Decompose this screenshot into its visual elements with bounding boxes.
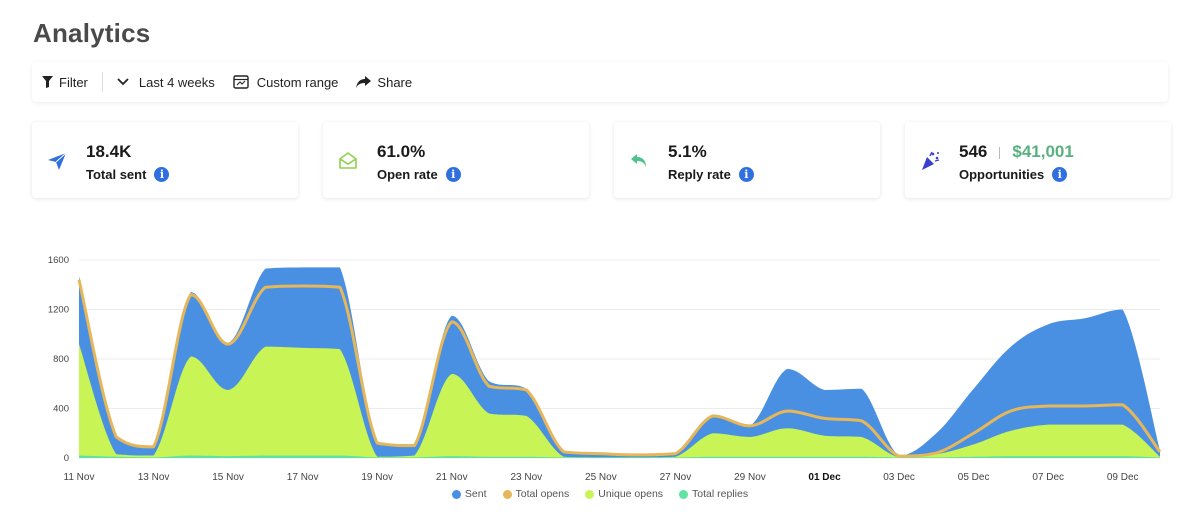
- total-replies-area: [79, 455, 1160, 458]
- open-envelope-icon: [339, 152, 357, 169]
- x-tick-label: 15 Nov: [212, 472, 244, 483]
- chart-legend: Sent Total opens Unique opens Total repl…: [0, 488, 1200, 500]
- x-tick-label: 01 Dec: [808, 472, 841, 483]
- party-popper-icon: [922, 151, 940, 170]
- x-tick-label: 17 Nov: [287, 472, 319, 483]
- value-divider: [999, 146, 1001, 159]
- legend-item-total-opens[interactable]: Total opens: [502, 488, 570, 500]
- unique-opens-area: [79, 344, 1160, 458]
- reply-rate-label: Reply rate: [668, 167, 731, 182]
- opportunities-count: 546: [959, 142, 988, 161]
- legend-dot: [585, 489, 595, 499]
- opportunities-card: 546 $41,001 Opportunities i: [905, 122, 1171, 198]
- y-tick-label: 0: [64, 453, 69, 464]
- x-tick-label: 13 Nov: [138, 472, 170, 483]
- toolbar: Filter Last 4 weeks Custom range Share: [32, 62, 1168, 102]
- page-title: Analytics: [33, 18, 151, 48]
- filter-label: Filter: [59, 74, 88, 90]
- legend-dot: [451, 489, 461, 499]
- opportunities-label: Opportunities: [959, 167, 1045, 182]
- x-tick-label: 07 Dec: [1032, 472, 1064, 483]
- chevron-down-icon: [117, 78, 129, 86]
- legend-label: Sent: [464, 488, 487, 500]
- info-icon[interactable]: i: [154, 167, 170, 182]
- x-tick-label: 05 Dec: [958, 472, 990, 483]
- x-tick-label: 11 Nov: [64, 472, 95, 483]
- date-range-label: Last 4 weeks: [138, 74, 215, 90]
- open-rate-label: Open rate: [377, 167, 438, 182]
- legend-item-sent[interactable]: Sent: [451, 488, 487, 500]
- total-sent-card: 18.4K Total sent i: [32, 122, 298, 198]
- toolbar-divider: [101, 72, 103, 92]
- legend-label: Total opens: [515, 488, 570, 500]
- open-rate-value: 61.0%: [377, 142, 426, 161]
- x-tick-label: 09 Dec: [1107, 472, 1139, 483]
- reply-rate-card: 5.1% Reply rate i: [614, 122, 880, 198]
- filter-button[interactable]: Filter: [42, 75, 88, 90]
- x-tick-label: 25 Nov: [585, 472, 617, 483]
- y-tick-label: 1600: [48, 255, 69, 266]
- open-rate-label-row: Open rate i: [377, 167, 461, 182]
- total-sent-label: Total sent: [86, 167, 147, 182]
- y-tick-label: 800: [53, 354, 69, 365]
- date-range-dropdown[interactable]: Last 4 weeks: [117, 75, 215, 90]
- total-sent-value: 18.4K: [86, 142, 132, 161]
- opportunities-label-row: Opportunities i: [959, 167, 1068, 182]
- legend-dot: [502, 489, 512, 499]
- filter-icon: [42, 76, 53, 88]
- legend-dot: [679, 489, 689, 499]
- share-button[interactable]: Share: [356, 75, 412, 90]
- reply-rate-value: 5.1%: [668, 142, 707, 161]
- analytics-area-chart: 0 400 800 1200 1600 11 Nov 13 Nov 15 Nov 17 Nov 1…: [48, 255, 1162, 483]
- x-tick-label: 23 Nov: [510, 472, 542, 483]
- legend-item-unique-opens[interactable]: Unique opens: [585, 488, 663, 500]
- paper-plane-icon: [48, 152, 67, 170]
- legend-label: Unique opens: [598, 488, 664, 500]
- legend-label: Total replies: [692, 488, 749, 500]
- opportunities-value-row: 546 $41,001: [959, 142, 1074, 162]
- y-tick-label: 400: [53, 404, 69, 415]
- y-tick-label: 1200: [48, 305, 69, 316]
- opportunities-amount: $41,001: [1012, 142, 1074, 161]
- share-arrow-icon: [356, 76, 372, 88]
- info-icon[interactable]: i: [1052, 167, 1068, 182]
- x-tick-label: 03 Dec: [883, 472, 915, 483]
- share-label: Share: [377, 74, 413, 90]
- reply-arrow-icon: [631, 154, 646, 167]
- reply-rate-label-row: Reply rate i: [668, 167, 754, 182]
- total-opens-line: [77, 279, 1162, 458]
- total-sent-label-row: Total sent i: [86, 167, 170, 182]
- info-icon[interactable]: i: [738, 167, 754, 182]
- custom-range-label: Custom range: [256, 74, 339, 90]
- legend-item-total-replies[interactable]: Total replies: [679, 488, 748, 500]
- open-rate-card: 61.0% Open rate i: [323, 122, 589, 198]
- info-icon[interactable]: i: [445, 167, 461, 182]
- x-tick-label: 21 Nov: [436, 472, 468, 483]
- x-tick-label: 29 Nov: [734, 472, 766, 483]
- x-tick-label: 27 Nov: [660, 472, 692, 483]
- calendar-icon: [233, 75, 249, 89]
- x-tick-label: 19 Nov: [361, 472, 393, 483]
- custom-range-button[interactable]: Custom range: [233, 74, 339, 90]
